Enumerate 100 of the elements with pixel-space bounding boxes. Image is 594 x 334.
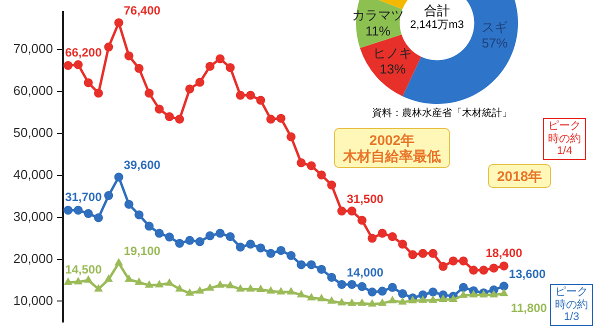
point: [94, 213, 103, 222]
point: [114, 18, 124, 28]
point: [84, 209, 93, 218]
point: [469, 266, 478, 275]
point: [276, 246, 286, 255]
annotation: 木材自給率最低: [343, 148, 441, 164]
point: [246, 240, 256, 249]
point: [216, 54, 225, 64]
data-label: 66,200: [65, 45, 102, 60]
point: [388, 232, 397, 242]
point: [64, 60, 73, 70]
point: [388, 282, 397, 292]
data-label: 14,000: [346, 265, 384, 280]
point: [195, 237, 204, 246]
point: [206, 283, 214, 291]
point: [256, 96, 266, 105]
point: [347, 206, 356, 216]
point: [418, 295, 428, 303]
point: [458, 282, 468, 292]
data-label: 31,700: [65, 190, 102, 204]
point: [438, 262, 448, 271]
y-tick-label: 20,000: [13, 250, 53, 266]
point: [398, 297, 407, 305]
point: [327, 296, 336, 304]
y-tick-label: 50,000: [13, 125, 53, 140]
point: [266, 248, 276, 258]
point: [226, 232, 235, 242]
point: [124, 274, 134, 282]
point: [246, 90, 256, 100]
point: [226, 280, 235, 288]
point: [246, 284, 255, 292]
point: [205, 62, 214, 71]
point: [266, 114, 276, 124]
point: [144, 280, 154, 288]
point: [348, 298, 356, 306]
point: [84, 78, 93, 88]
y-tick-label: 40,000: [13, 166, 53, 182]
annotation: 2002年: [368, 132, 416, 148]
point: [358, 216, 367, 225]
annotation: 合計: [424, 3, 450, 18]
point: [448, 256, 458, 266]
data-label: 76,400: [124, 4, 161, 18]
point: [448, 294, 458, 302]
point: [408, 250, 418, 260]
point: [144, 88, 154, 98]
point: [104, 274, 113, 282]
data-label: 19,100: [124, 244, 161, 258]
y-tick-label: 10,000: [13, 292, 53, 308]
point: [236, 242, 245, 252]
data-label: 31,500: [346, 192, 384, 206]
point: [236, 284, 245, 292]
point: [64, 206, 73, 215]
point: [175, 284, 184, 292]
point: [418, 248, 428, 258]
point: [104, 191, 114, 200]
point: [327, 180, 336, 190]
data-label: 13%: [380, 62, 406, 77]
point: [134, 210, 144, 220]
point: [256, 284, 265, 292]
point: [296, 260, 306, 270]
point: [74, 206, 83, 215]
point: [296, 290, 306, 298]
point: [378, 228, 387, 238]
point: [216, 228, 225, 238]
point: [124, 200, 134, 209]
point: [154, 280, 164, 288]
y-tick-label: 70,000: [13, 41, 53, 56]
y-tick-label: 30,000: [13, 208, 53, 224]
annotation: 資料：農林水産省「木材統計」: [372, 108, 512, 120]
point: [195, 78, 204, 87]
point: [499, 282, 508, 291]
data-label: 11%: [365, 24, 391, 39]
point: [216, 280, 224, 288]
point: [286, 132, 296, 142]
point: [175, 114, 184, 124]
data-label: 13,600: [508, 267, 546, 282]
point: [164, 112, 174, 122]
point: [317, 294, 326, 302]
point: [165, 278, 174, 286]
point: [368, 299, 376, 307]
point: [205, 231, 214, 240]
point: [368, 234, 377, 243]
point: [134, 277, 144, 285]
point: [358, 282, 367, 292]
point: [196, 286, 204, 294]
point: [368, 288, 377, 296]
point: [296, 158, 306, 168]
point: [347, 280, 356, 289]
point: [337, 280, 346, 289]
point: [74, 276, 83, 284]
point: [185, 84, 194, 94]
point: [306, 161, 316, 170]
point: [327, 272, 336, 282]
slice-label: ヒノキ: [373, 46, 412, 61]
point: [489, 264, 498, 273]
point: [74, 60, 83, 70]
y-tick-label: 60,000: [13, 83, 53, 98]
point: [114, 258, 124, 266]
point: [358, 298, 366, 306]
point: [388, 296, 397, 304]
